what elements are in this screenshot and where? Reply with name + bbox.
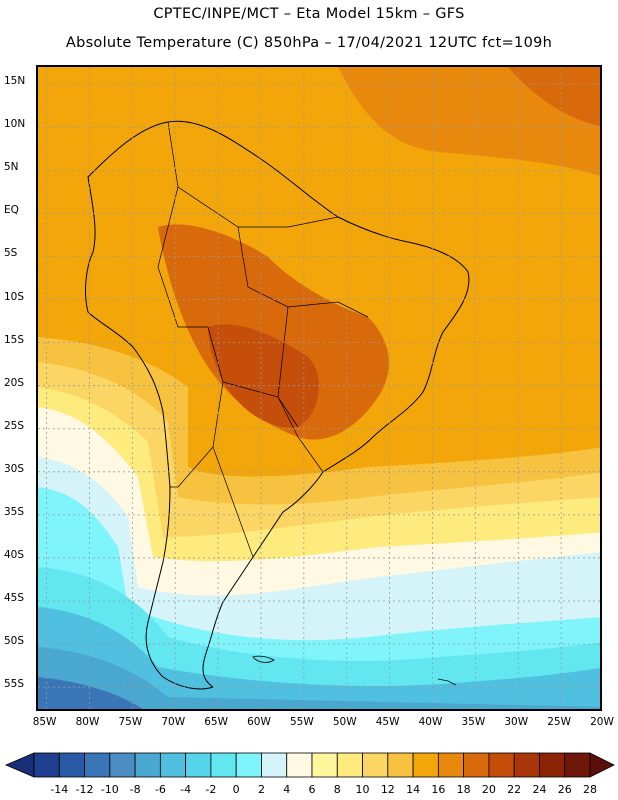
lat-lon-grid	[38, 67, 600, 709]
colorbar-tick-label: -6	[154, 783, 166, 796]
colorbar-tick-label: 18	[456, 783, 471, 796]
lat-label: 20S	[4, 376, 25, 389]
colorbar-swatch	[235, 752, 262, 778]
lon-label: 80W	[75, 716, 100, 728]
colorbar-left-arrow	[4, 752, 35, 778]
lat-label: 50S	[4, 635, 25, 648]
color-scale-bar	[4, 752, 615, 778]
colorbar-swatch	[286, 752, 313, 778]
temperature-field-warm-north	[338, 67, 600, 176]
colorbar-swatch	[311, 752, 338, 778]
colorbar-tick-label: 2	[257, 783, 265, 796]
lat-label: 10N	[4, 118, 26, 131]
lon-label: 70W	[161, 716, 186, 728]
lon-label: 35W	[461, 716, 486, 728]
colorbar-swatch	[362, 752, 389, 778]
colorbar-tick-label: 24	[532, 783, 547, 796]
colorbar-swatch	[564, 752, 591, 778]
lon-label: 20W	[590, 716, 614, 728]
lon-label: 50W	[332, 716, 357, 728]
colorbar-tick-label: 20	[481, 783, 496, 796]
colorbar-swatch	[185, 752, 212, 778]
lat-label: 10S	[4, 290, 25, 303]
colorbar-tick-label: 0	[232, 783, 240, 796]
temperature-field-hot-north	[508, 67, 600, 127]
colorbar-swatch	[58, 752, 85, 778]
colorbar-tick-label: 6	[308, 783, 316, 796]
colorbar-swatch	[539, 752, 566, 778]
lon-label: 75W	[118, 716, 143, 728]
colorbar-tick-label: 4	[283, 783, 291, 796]
colorbar-right-arrow	[589, 752, 615, 778]
colorbar-swatch	[488, 752, 515, 778]
colorbar-tick-label: 8	[333, 783, 341, 796]
colorbar-swatch	[336, 752, 363, 778]
lat-label: 5N	[4, 161, 19, 174]
colorbar-swatch	[513, 752, 540, 778]
lat-label: 55S	[4, 678, 25, 691]
colorbar-swatch	[84, 752, 111, 778]
lat-label: 35S	[4, 505, 25, 518]
colorbar-swatch	[134, 752, 161, 778]
lon-label: 30W	[504, 716, 529, 728]
lon-label: 65W	[204, 716, 228, 728]
colorbar-swatch	[261, 752, 288, 778]
colorbar-tick-label: -10	[100, 783, 119, 796]
colorbar-tick-label: -14	[50, 783, 69, 796]
lat-label: 5S	[4, 247, 18, 260]
colorbar-swatch	[437, 752, 465, 778]
country-borders	[157, 121, 369, 558]
colorbar-tick-label: -12	[75, 783, 94, 796]
colorbar-swatch	[109, 752, 136, 778]
colorbar-swatch	[33, 752, 60, 778]
colorbar-swatch	[210, 752, 237, 778]
colorbar-tick-label: 26	[557, 783, 572, 796]
south-georgia	[437, 678, 457, 686]
map-title: CPTEC/INPE/MCT – Eta Model 15km – GFS	[153, 6, 465, 22]
lon-label: 40W	[418, 716, 443, 728]
colorbar-tick-label: -8	[129, 783, 141, 796]
lat-label: EQ	[4, 204, 19, 217]
temperature-field-continent-hot	[158, 224, 389, 440]
lon-label: 25W	[547, 716, 571, 728]
lat-label: 45S	[4, 592, 25, 605]
colorbar-swatch	[463, 752, 490, 778]
map-frame	[36, 65, 602, 711]
lon-label: 55W	[289, 716, 314, 728]
colorbar-tick-label: -4	[180, 783, 192, 796]
temperature-map	[38, 67, 600, 709]
lat-label: 15N	[4, 75, 26, 88]
lon-label: 60W	[247, 716, 271, 728]
colorbar-tick-label: -2	[205, 783, 217, 796]
colorbar-tick-label: 14	[406, 783, 421, 796]
colorbar-tick-label: 16	[431, 783, 446, 796]
temperature-field-band-0	[38, 607, 600, 709]
lat-label: 15S	[4, 333, 25, 346]
colorbar-tick-label: 10	[355, 783, 370, 796]
lon-label: 85W	[32, 716, 57, 728]
colorbar-tick-label: 28	[583, 783, 597, 796]
lat-label: 40S	[4, 548, 25, 561]
colorbar-swatch	[159, 752, 187, 778]
falkland-islands	[252, 655, 275, 663]
colorbar-tick-label: 12	[380, 783, 395, 796]
lon-label: 45W	[375, 716, 400, 728]
temperature-field-continent-hottest	[208, 324, 319, 428]
lat-label: 25S	[4, 419, 25, 432]
colorbar-swatch	[387, 752, 414, 778]
colorbar-swatch	[412, 752, 439, 778]
colorbar-tick-label: 22	[507, 783, 522, 796]
map-subtitle: Absolute Temperature (C) 850hPa – 17/04/…	[65, 35, 553, 51]
temperature-field-band-minus-6	[38, 677, 143, 709]
lat-label: 30S	[4, 462, 25, 475]
